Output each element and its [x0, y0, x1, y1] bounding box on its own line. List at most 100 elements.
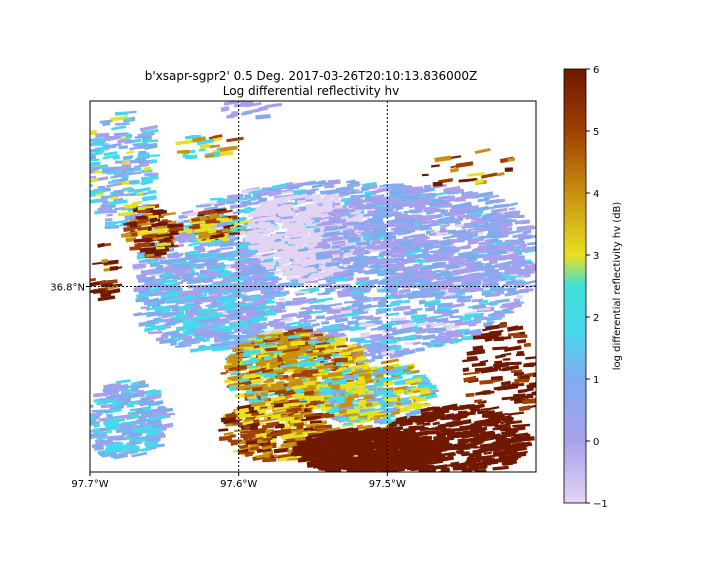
echo-gate — [292, 206, 300, 211]
echo-gate — [298, 318, 308, 323]
echo-gate — [281, 312, 295, 319]
echo-gate — [285, 359, 298, 365]
echo-gate — [463, 328, 482, 336]
echo-gate — [464, 267, 474, 272]
echo-gate — [396, 266, 412, 272]
echo-gate — [420, 293, 429, 299]
echo-gate — [434, 269, 442, 273]
echo-gate — [327, 302, 343, 307]
echo-gate — [209, 249, 221, 254]
echo-gate — [385, 312, 400, 317]
echo-gate — [477, 307, 491, 311]
echo-gate — [248, 269, 255, 275]
echo-gate — [260, 191, 271, 196]
echo-gate — [188, 242, 201, 247]
echo-gate — [170, 318, 182, 324]
echo-gate — [488, 259, 498, 265]
echo-gate — [449, 319, 464, 324]
echo-gate — [123, 117, 133, 121]
echo-gate — [382, 245, 395, 249]
echo-gate — [500, 230, 510, 236]
echo-gate — [249, 189, 265, 194]
echo-gate — [472, 303, 487, 310]
echo-gate — [254, 193, 262, 200]
echo-gate — [379, 184, 388, 188]
echo-gate — [174, 270, 188, 276]
echo-gate — [343, 375, 356, 380]
echo-gate — [227, 193, 244, 200]
echo-gate — [516, 290, 528, 294]
echo-gate — [311, 183, 324, 189]
echo-gate — [367, 205, 378, 210]
echo-gate — [437, 302, 454, 308]
echo-gate — [355, 314, 374, 321]
echo-gate — [515, 276, 524, 281]
echo-gate — [291, 302, 302, 306]
echo-gate — [431, 327, 447, 333]
echo-gate — [298, 310, 311, 316]
echo-gate — [434, 285, 447, 291]
echo-gate — [138, 258, 151, 264]
echo-gate — [391, 293, 410, 299]
echo-gate — [265, 297, 273, 302]
echo-gate — [128, 180, 137, 184]
echo-gate — [251, 254, 263, 259]
echo-gate — [470, 332, 483, 337]
echo-gate — [226, 344, 240, 351]
echo-gate — [328, 329, 339, 336]
echo-gate — [491, 244, 500, 248]
echo-gate — [425, 299, 441, 306]
echo-gate — [475, 217, 483, 223]
echo-gate — [297, 268, 314, 273]
echo-gate — [249, 316, 268, 322]
echo-gate — [524, 249, 536, 254]
echo-gate — [445, 330, 460, 336]
echo-gate — [371, 355, 383, 360]
echo-gate — [263, 356, 273, 361]
echo-gate — [485, 269, 495, 274]
echo-gate — [282, 442, 294, 448]
echo-gate — [384, 327, 397, 333]
echo-gate — [434, 295, 445, 300]
echo-gate — [280, 250, 292, 255]
echo-gate — [303, 314, 312, 320]
echo-gate — [340, 324, 350, 329]
echo-gate — [163, 236, 171, 243]
echo-gate — [364, 278, 380, 286]
echo-gate — [306, 181, 320, 186]
echo-gate — [509, 247, 518, 252]
echo-gate — [402, 185, 413, 190]
echo-gate — [494, 250, 508, 255]
echo-gate — [244, 206, 252, 212]
echo-gate — [155, 264, 164, 270]
echo-gate — [498, 255, 509, 258]
echo-gate — [347, 320, 359, 326]
echo-gate — [220, 372, 227, 375]
echo-gate — [408, 226, 420, 230]
echo-gate — [490, 286, 505, 291]
echo-gate — [217, 333, 225, 338]
echo-gate — [200, 242, 208, 247]
echo-gate — [438, 271, 447, 276]
echo-gate — [325, 314, 343, 321]
echo-gate — [349, 180, 360, 186]
echo-gate — [498, 287, 517, 292]
echo-gate — [114, 111, 128, 116]
echo-gate — [278, 260, 287, 266]
echo-gate — [360, 331, 371, 338]
echo-gate — [219, 150, 234, 156]
echo-gate — [355, 280, 368, 286]
echo-gate — [374, 220, 382, 225]
echo-gate — [297, 257, 306, 263]
echo-gate — [104, 218, 113, 222]
echo-gate — [504, 291, 519, 297]
echo-gate — [285, 210, 293, 214]
echo-gate — [366, 320, 383, 324]
echo-gate — [390, 317, 407, 322]
echo-gate — [368, 249, 384, 253]
echo-gate — [486, 321, 495, 324]
echo-gate — [430, 322, 446, 327]
echo-gate — [516, 294, 523, 300]
echo-gate — [461, 321, 478, 326]
echo-gate — [271, 327, 286, 332]
